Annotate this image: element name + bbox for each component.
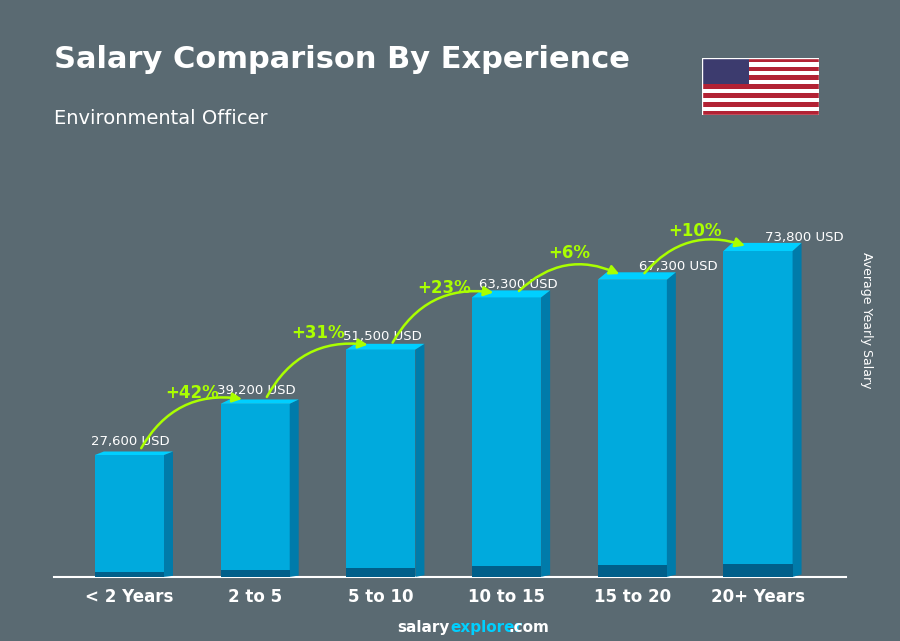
Bar xyxy=(702,88,819,93)
Polygon shape xyxy=(793,243,802,577)
Text: explorer: explorer xyxy=(450,620,522,635)
Text: +23%: +23% xyxy=(417,279,471,297)
Bar xyxy=(724,251,793,577)
Polygon shape xyxy=(667,272,676,577)
Polygon shape xyxy=(724,243,802,251)
Bar xyxy=(472,566,541,577)
Bar xyxy=(702,102,819,106)
Bar xyxy=(702,80,819,85)
Polygon shape xyxy=(220,399,299,404)
Bar xyxy=(702,93,819,97)
Bar xyxy=(702,71,819,76)
Bar xyxy=(702,97,819,102)
Text: +10%: +10% xyxy=(669,222,722,240)
Text: 39,200 USD: 39,200 USD xyxy=(217,384,296,397)
Text: +6%: +6% xyxy=(548,244,590,262)
Text: .com: .com xyxy=(508,620,549,635)
Polygon shape xyxy=(541,290,550,577)
Text: 63,300 USD: 63,300 USD xyxy=(479,278,557,291)
Text: 51,500 USD: 51,500 USD xyxy=(343,330,421,343)
Bar xyxy=(346,568,416,577)
Bar xyxy=(94,572,164,577)
Text: +42%: +42% xyxy=(166,384,220,402)
Text: 27,600 USD: 27,600 USD xyxy=(92,435,170,449)
Bar xyxy=(702,85,819,88)
Bar xyxy=(472,297,541,577)
Text: salary: salary xyxy=(398,620,450,635)
Bar xyxy=(702,106,819,111)
Polygon shape xyxy=(346,344,425,349)
Bar xyxy=(724,564,793,577)
Text: +31%: +31% xyxy=(292,324,345,342)
Bar xyxy=(702,58,819,62)
Text: 73,800 USD: 73,800 USD xyxy=(765,231,843,244)
Polygon shape xyxy=(164,451,173,577)
Bar xyxy=(702,62,819,67)
Bar xyxy=(346,349,416,577)
Text: Salary Comparison By Experience: Salary Comparison By Experience xyxy=(54,45,630,74)
Text: Environmental Officer: Environmental Officer xyxy=(54,109,267,128)
Polygon shape xyxy=(416,344,425,577)
Bar xyxy=(598,279,667,577)
Bar xyxy=(94,455,164,577)
Polygon shape xyxy=(598,272,676,279)
Polygon shape xyxy=(94,451,173,455)
Polygon shape xyxy=(290,399,299,577)
Bar xyxy=(220,570,290,577)
Bar xyxy=(702,76,819,80)
Bar xyxy=(702,111,819,115)
Bar xyxy=(702,58,749,85)
Polygon shape xyxy=(472,290,550,297)
Text: Average Yearly Salary: Average Yearly Salary xyxy=(860,253,873,388)
Text: 67,300 USD: 67,300 USD xyxy=(639,260,718,273)
Bar xyxy=(220,404,290,577)
Bar xyxy=(598,565,667,577)
Bar xyxy=(702,67,819,71)
